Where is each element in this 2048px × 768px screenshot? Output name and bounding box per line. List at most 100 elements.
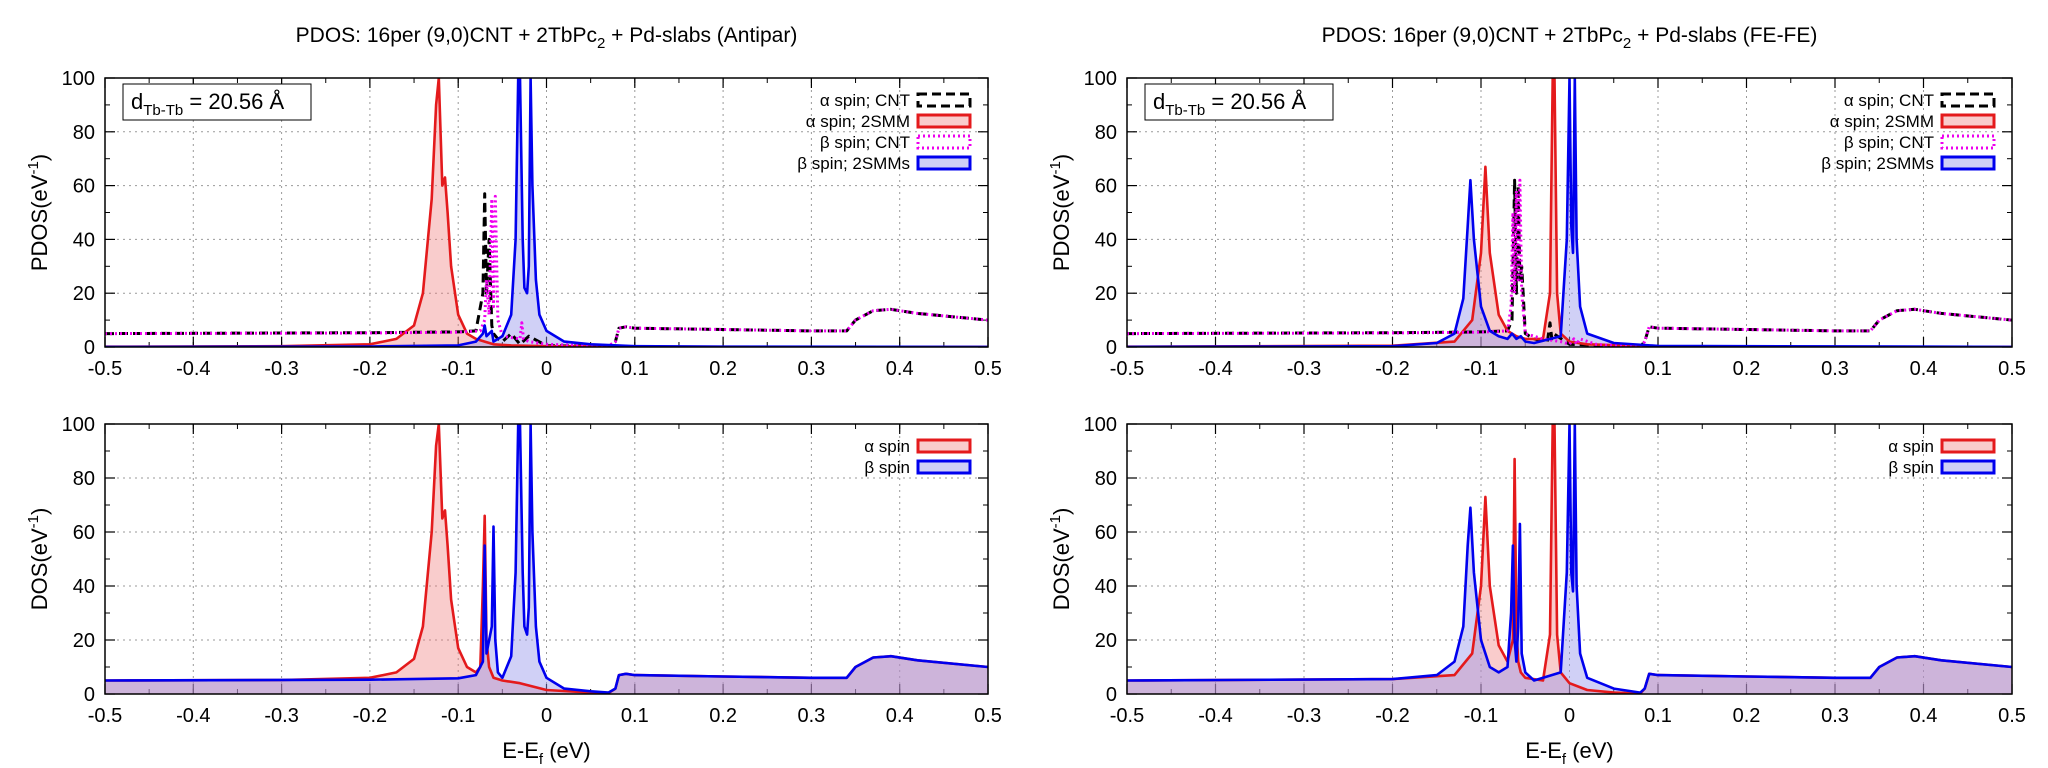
legend-swatch xyxy=(916,155,972,171)
legend-label: α spin; CNT xyxy=(1844,91,1934,110)
y-tick-label: 80 xyxy=(1095,122,1117,144)
x-tick-label: 0 xyxy=(541,705,552,727)
series-line-4 xyxy=(105,78,988,347)
legend-swatch xyxy=(1940,113,1996,129)
x-tick-label: 0.5 xyxy=(974,705,1002,727)
x-tick-label: 0.5 xyxy=(974,358,1002,380)
y-tick-label: 20 xyxy=(1095,630,1117,652)
x-tick-label: -0.5 xyxy=(1110,358,1144,380)
y-label-tail: ) xyxy=(1049,508,1074,515)
x-tick-label: 0.3 xyxy=(797,705,825,727)
y-label-tail: ) xyxy=(27,154,52,161)
x-tick-label: 0.3 xyxy=(797,358,825,380)
x-tick-label: -0.5 xyxy=(88,358,122,380)
y-tick-label: 0 xyxy=(84,337,95,359)
annotation-subscript: Tb-Tb xyxy=(143,102,183,119)
x-tick-label: 0.1 xyxy=(1644,705,1672,727)
y-tick-label: 60 xyxy=(73,522,95,544)
annotation-base: d xyxy=(1153,89,1165,114)
y-axis-label: DOS(eV-1) xyxy=(25,508,52,611)
y-tick-label: 40 xyxy=(1095,576,1117,598)
x-label-text: E-E xyxy=(502,738,539,763)
x-tick-label: -0.2 xyxy=(353,705,387,727)
y-tick-label: 40 xyxy=(1095,229,1117,251)
x-label-text: E-E xyxy=(1525,738,1562,763)
legend-swatch xyxy=(916,459,972,475)
y-label-text: PDOS(eV xyxy=(1049,174,1074,271)
series-fill-1 xyxy=(105,424,988,694)
x-tick-label: 0.3 xyxy=(1821,358,1849,380)
legend-swatch xyxy=(1940,438,1996,454)
y-tick-label: 20 xyxy=(1095,283,1117,305)
plot-frame xyxy=(104,423,989,695)
x-tick-label: -0.1 xyxy=(441,358,475,380)
legend-swatch xyxy=(1940,459,1996,475)
legend-label: β spin; CNT xyxy=(820,133,910,152)
plot-frame xyxy=(104,77,989,348)
legend-label: β spin xyxy=(1888,458,1934,477)
legend-swatch xyxy=(1940,134,1996,150)
legend-swatch xyxy=(916,92,972,108)
y-label-superscript: -1 xyxy=(25,515,42,528)
series-group xyxy=(105,424,988,694)
x-label-subscript: f xyxy=(1562,751,1567,768)
x-tick-label: 0 xyxy=(541,358,552,380)
title-subscript: 2 xyxy=(1623,35,1631,52)
legend-label: β spin; 2SMMs xyxy=(1821,154,1934,173)
x-tick-label: -0.1 xyxy=(1464,705,1498,727)
x-tick-label: -0.2 xyxy=(1375,358,1409,380)
x-tick-label: -0.1 xyxy=(441,705,475,727)
series-group xyxy=(1127,424,2012,694)
x-tick-label: -0.4 xyxy=(176,705,210,727)
y-label-text: DOS(eV xyxy=(1049,528,1074,610)
y-tick-label: 60 xyxy=(1095,176,1117,198)
y-label-text: PDOS(eV xyxy=(27,174,52,271)
x-tick-label: 0.2 xyxy=(1733,358,1761,380)
annotation-text: dTb-Tb = 20.56 Å xyxy=(131,89,285,119)
title-tail: + Pd-slabs (FE-FE) xyxy=(1631,24,1817,47)
legend-label: β spin xyxy=(864,458,910,477)
y-label-superscript: -1 xyxy=(25,161,42,174)
x-tick-label: -0.3 xyxy=(1287,358,1321,380)
y-tick-label: 100 xyxy=(1084,68,1117,90)
y-tick-label: 0 xyxy=(1106,684,1117,706)
x-tick-label: 0.1 xyxy=(621,705,649,727)
x-tick-label: 0.1 xyxy=(1644,358,1672,380)
chart-panel-2: -0.5 -0.4 -0.3 -0.2 -0.1 0 0.1 0.2 0.3 0.4 0.5 0 20 4… xyxy=(1047,24,2026,380)
x-tick-label: 0.1 xyxy=(621,358,649,380)
series-line-2 xyxy=(1127,424,2012,694)
x-tick-label: -0.4 xyxy=(1198,358,1232,380)
legend-swatch xyxy=(1940,92,1996,108)
y-tick-label: 20 xyxy=(73,630,95,652)
y-tick-label: 100 xyxy=(62,68,95,90)
series-group xyxy=(1127,78,2012,347)
y-label-tail: ) xyxy=(27,508,52,515)
panel-title: PDOS: 16per (9,0)CNT + 2TbPc2 + Pd-slabs… xyxy=(1322,24,1818,52)
x-tick-label: 0.4 xyxy=(1910,358,1938,380)
x-tick-label: 0.2 xyxy=(709,705,737,727)
series-line-2 xyxy=(105,424,988,694)
series-fill-1 xyxy=(1127,424,2012,694)
x-tick-label: 0.5 xyxy=(1998,705,2026,727)
y-tick-label: 40 xyxy=(73,576,95,598)
chart-panel-1: -0.5 -0.4 -0.3 -0.2 -0.1 0 0.1 0.2 0.3 0.4 0.5 0 20 4… xyxy=(25,24,1002,380)
legend-label: α spin; 2SMM xyxy=(806,112,910,131)
title-text: PDOS: 16per (9,0)CNT + 2TbPc xyxy=(1322,24,1623,47)
x-tick-label: -0.3 xyxy=(264,358,298,380)
legend-swatch xyxy=(916,134,972,150)
legend-label: α spin xyxy=(1888,437,1934,456)
y-tick-label: 80 xyxy=(73,122,95,144)
legend-swatch xyxy=(916,113,972,129)
annotation-value: = 20.56 Å xyxy=(183,89,284,114)
y-label-text: DOS(eV xyxy=(27,528,52,610)
y-tick-label: 0 xyxy=(84,684,95,706)
x-tick-label: -0.4 xyxy=(1198,705,1232,727)
plot-frame xyxy=(1126,77,2013,348)
y-label-superscript: -1 xyxy=(1047,161,1064,174)
y-tick-label: 40 xyxy=(73,229,95,251)
x-tick-label: 0 xyxy=(1564,705,1575,727)
title-text: PDOS: 16per (9,0)CNT + 2TbPc xyxy=(296,24,597,47)
y-tick-label: 80 xyxy=(1095,468,1117,490)
